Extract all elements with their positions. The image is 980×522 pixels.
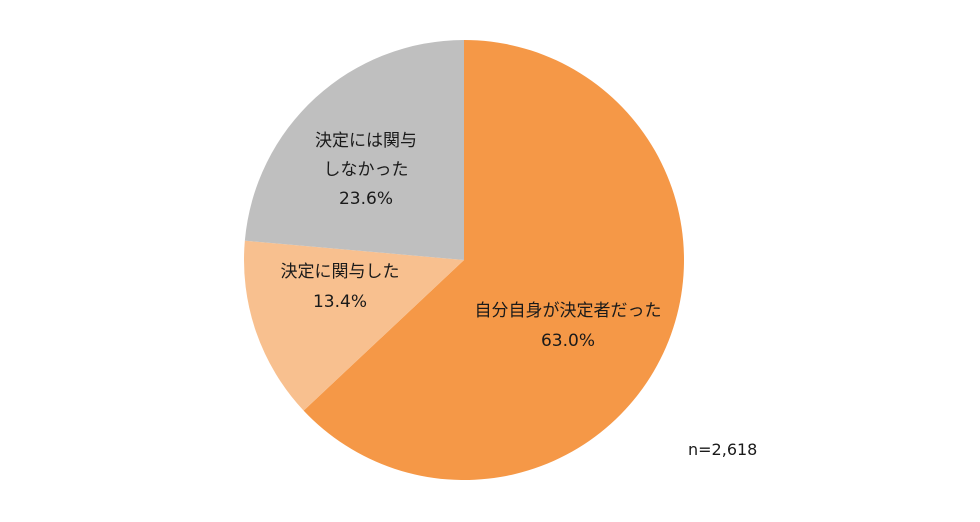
- slice-category-label: 自分自身が決定者だった: [475, 301, 662, 321]
- slice-category-label: 決定には関与: [315, 131, 417, 151]
- pie-slice: [243, 240, 464, 411]
- sample-size-note: n=2,618: [688, 440, 758, 459]
- pie-slice: [244, 39, 464, 261]
- slice-value-label: 63.0%: [541, 331, 595, 351]
- pie-slice: [303, 40, 685, 480]
- slice-category-label: 決定に関与した: [281, 262, 400, 282]
- slice-category-label: しなかった: [324, 160, 409, 180]
- slice-value-label: 23.6%: [339, 189, 393, 209]
- slice-value-label: 13.4%: [313, 292, 367, 312]
